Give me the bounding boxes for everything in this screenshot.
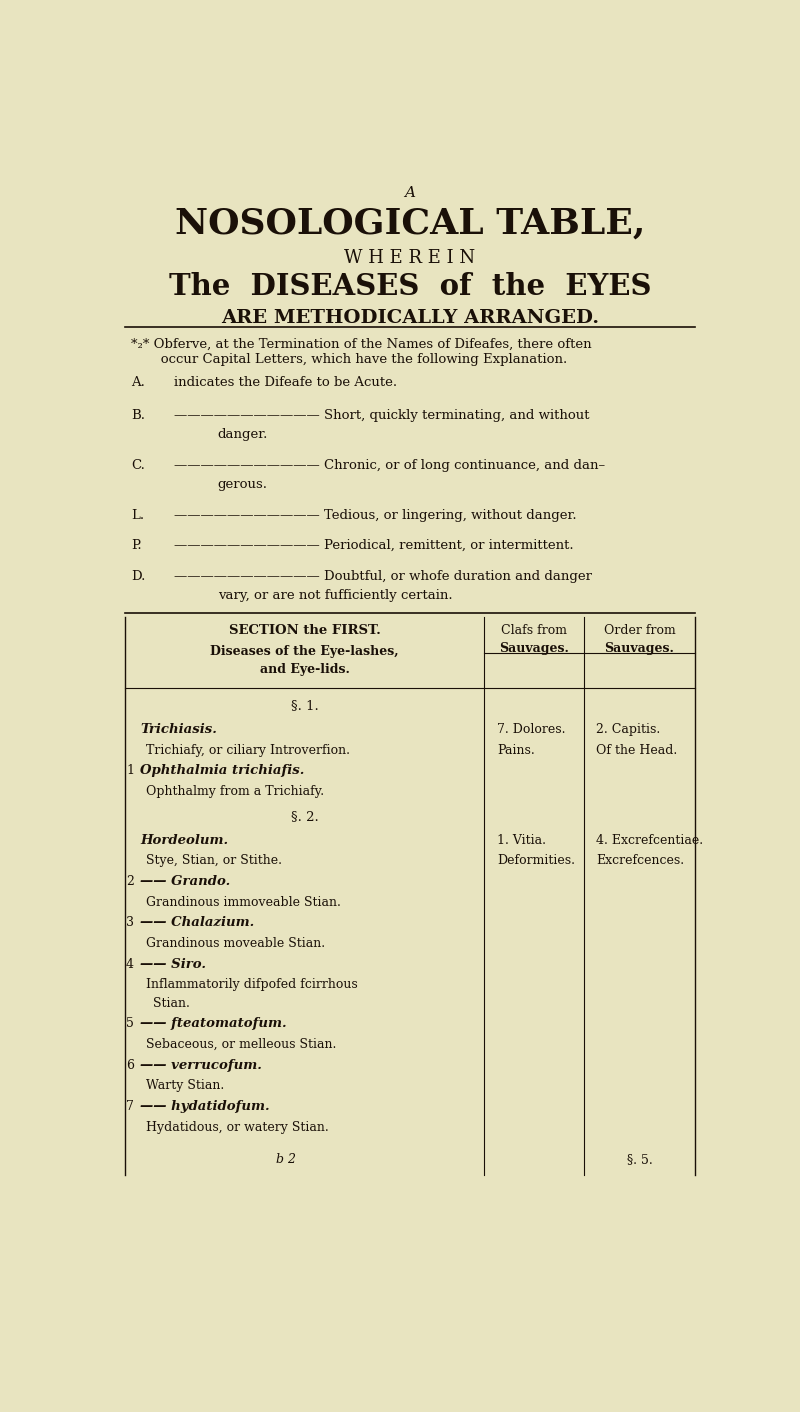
- Text: 5: 5: [126, 1018, 134, 1031]
- Text: 3: 3: [126, 916, 134, 929]
- Text: ——————————— Chronic, or of long continuance, and dan–: ——————————— Chronic, or of long continua…: [174, 459, 606, 472]
- Text: W H E R E I N: W H E R E I N: [345, 249, 475, 267]
- Text: danger.: danger.: [218, 428, 268, 441]
- Text: occur Capital Letters, which have the following Explanation.: occur Capital Letters, which have the fo…: [131, 353, 567, 366]
- Text: 2: 2: [126, 875, 134, 888]
- Text: NOSOLOGICAL TABLE,: NOSOLOGICAL TABLE,: [175, 206, 645, 240]
- Text: §. 5.: §. 5.: [626, 1154, 652, 1166]
- Text: Clafs from: Clafs from: [501, 624, 567, 637]
- Text: §. 2.: §. 2.: [290, 810, 318, 823]
- Text: Hydatidous, or watery Stian.: Hydatidous, or watery Stian.: [146, 1121, 330, 1134]
- Text: Trichiasis.: Trichiasis.: [140, 723, 217, 736]
- Text: indicates the Difeafe to be Acute.: indicates the Difeafe to be Acute.: [174, 376, 398, 390]
- Text: Inflammatorily difpofed fcirrhous: Inflammatorily difpofed fcirrhous: [146, 979, 358, 991]
- Text: B.: B.: [131, 408, 145, 422]
- Text: —— fteatomatofum.: —— fteatomatofum.: [140, 1018, 287, 1031]
- Text: Sebaceous, or melleous Stian.: Sebaceous, or melleous Stian.: [146, 1038, 337, 1051]
- Text: *₂* Obferve, at the Termination of the Names of Difeafes, there often: *₂* Obferve, at the Termination of the N…: [131, 337, 592, 352]
- Text: —— Siro.: —— Siro.: [140, 957, 206, 970]
- Text: ARE METHODICALLY ARRANGED.: ARE METHODICALLY ARRANGED.: [221, 309, 599, 326]
- Text: 7: 7: [126, 1100, 134, 1113]
- Text: 1: 1: [126, 764, 134, 777]
- Text: Diseases of the Eye-lashes,: Diseases of the Eye-lashes,: [210, 644, 399, 658]
- Text: L.: L.: [131, 508, 144, 521]
- Text: vary, or are not fufficiently certain.: vary, or are not fufficiently certain.: [218, 589, 453, 602]
- Text: 7. Dolores.: 7. Dolores.: [497, 723, 566, 736]
- Text: —— verrucofum.: —— verrucofum.: [140, 1059, 262, 1072]
- Text: —— hydatidofum.: —— hydatidofum.: [140, 1100, 270, 1113]
- Text: ——————————— Doubtful, or whofe duration and danger: ——————————— Doubtful, or whofe duration …: [174, 569, 592, 583]
- Text: 4. Excrefcentiae.: 4. Excrefcentiae.: [596, 833, 703, 847]
- Text: Grandinous immoveable Stian.: Grandinous immoveable Stian.: [146, 895, 342, 909]
- Text: D.: D.: [131, 569, 146, 583]
- Text: Ophthalmy from a Trichiafy.: Ophthalmy from a Trichiafy.: [146, 785, 325, 798]
- Text: A.: A.: [131, 376, 145, 390]
- Text: Sauvages.: Sauvages.: [605, 642, 674, 655]
- Text: C.: C.: [131, 459, 145, 472]
- Text: SECTION the FIRST.: SECTION the FIRST.: [229, 624, 381, 637]
- Text: P.: P.: [131, 539, 142, 552]
- Text: Warty Stian.: Warty Stian.: [146, 1079, 225, 1093]
- Text: Ophthalmia trichiafis.: Ophthalmia trichiafis.: [140, 764, 305, 777]
- Text: ——————————— Short, quickly terminating, and without: ——————————— Short, quickly terminating, …: [174, 408, 590, 422]
- Text: The  DISEASES  of  the  EYES: The DISEASES of the EYES: [169, 271, 651, 301]
- Text: Pains.: Pains.: [497, 744, 534, 757]
- Text: 4: 4: [126, 957, 134, 970]
- Text: §. 1.: §. 1.: [290, 699, 318, 712]
- Text: 1. Vitia.: 1. Vitia.: [497, 833, 546, 847]
- Text: Trichiafy, or ciliary Introverfion.: Trichiafy, or ciliary Introverfion.: [146, 744, 350, 757]
- Text: 2. Capitis.: 2. Capitis.: [596, 723, 660, 736]
- Text: Deformities.: Deformities.: [497, 854, 574, 867]
- Text: Stye, Stian, or Stithe.: Stye, Stian, or Stithe.: [146, 854, 282, 867]
- Text: Stian.: Stian.: [153, 997, 190, 1010]
- Text: b 2: b 2: [276, 1154, 296, 1166]
- Text: ——————————— Tedious, or lingering, without danger.: ——————————— Tedious, or lingering, witho…: [174, 508, 577, 521]
- Text: gerous.: gerous.: [218, 479, 268, 491]
- Text: Grandinous moveable Stian.: Grandinous moveable Stian.: [146, 938, 326, 950]
- Text: Excrefcences.: Excrefcences.: [596, 854, 684, 867]
- Text: Sauvages.: Sauvages.: [499, 642, 569, 655]
- Text: —— Grando.: —— Grando.: [140, 875, 230, 888]
- Text: Of the Head.: Of the Head.: [596, 744, 678, 757]
- Text: 6: 6: [126, 1059, 134, 1072]
- Text: —— Chalazium.: —— Chalazium.: [140, 916, 254, 929]
- Text: and Eye-lids.: and Eye-lids.: [260, 664, 350, 676]
- Text: Hordeolum.: Hordeolum.: [140, 833, 229, 847]
- Text: Order from: Order from: [603, 624, 675, 637]
- Text: ——————————— Periodical, remittent, or intermittent.: ——————————— Periodical, remittent, or in…: [174, 539, 574, 552]
- Text: A: A: [405, 186, 415, 199]
